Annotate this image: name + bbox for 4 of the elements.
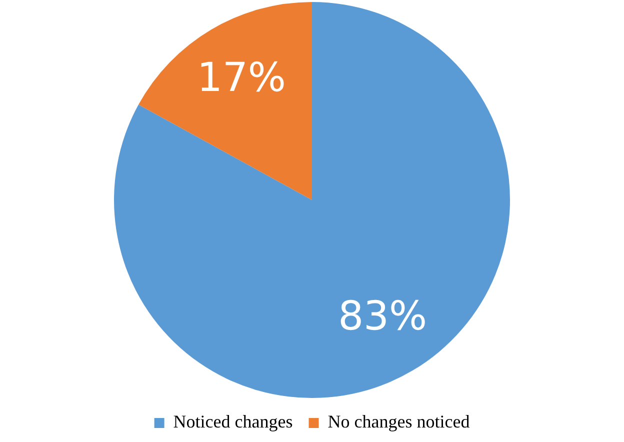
legend-label: Noticed changes	[173, 412, 293, 432]
data-label: 17%	[196, 55, 286, 102]
legend-label: No changes noticed	[328, 412, 470, 432]
data-label: 83%	[338, 294, 428, 340]
